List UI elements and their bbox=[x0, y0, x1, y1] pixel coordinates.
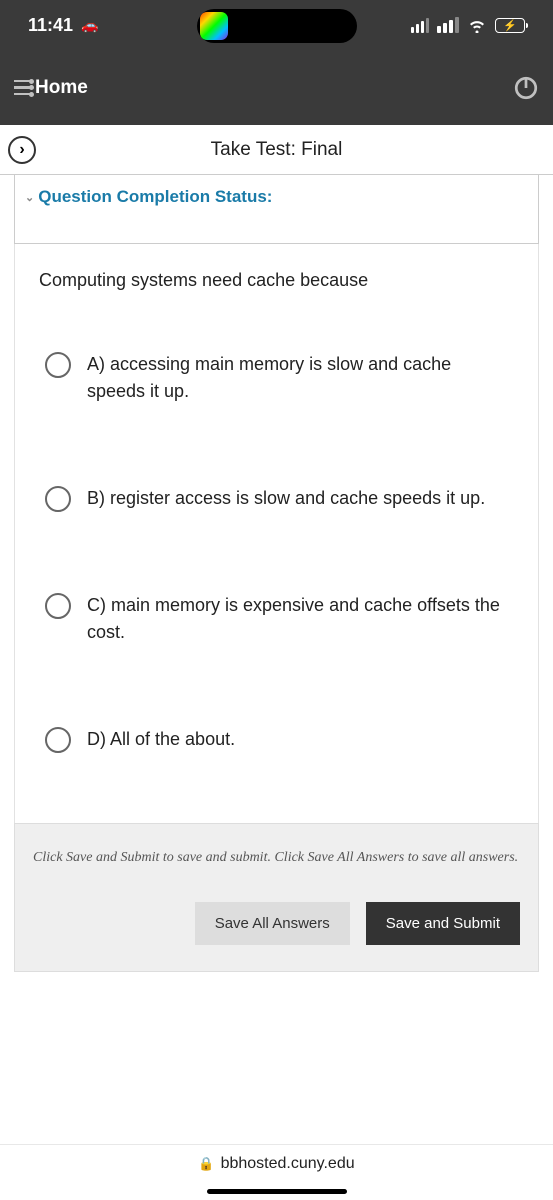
question-area: Computing systems need cache because A) … bbox=[14, 244, 539, 823]
clock-time: 11:41 bbox=[28, 15, 73, 36]
browser-bar: 🔒 bbhosted.cuny.edu bbox=[0, 1144, 553, 1200]
app-nav-bar: Home bbox=[0, 50, 553, 125]
radio-b[interactable] bbox=[45, 486, 71, 512]
option-d-text: D) All of the about. bbox=[87, 726, 235, 753]
option-a[interactable]: A) accessing main memory is slow and cac… bbox=[39, 351, 514, 405]
radio-c[interactable] bbox=[45, 593, 71, 619]
status-right: ⚡ bbox=[411, 17, 525, 33]
save-all-button[interactable]: Save All Answers bbox=[195, 902, 350, 945]
submit-area: Click Save and Submit to save and submit… bbox=[14, 823, 539, 972]
option-c-text: C) main memory is expensive and cache of… bbox=[87, 592, 514, 646]
status-bar: 11:41 🚗 ⚡ bbox=[0, 0, 553, 50]
completion-status-toggle[interactable]: ⌄ Question Completion Status: bbox=[25, 187, 528, 207]
submit-hint: Click Save and Submit to save and submit… bbox=[33, 846, 520, 870]
option-a-text: A) accessing main memory is slow and cac… bbox=[87, 351, 514, 405]
cellular-signal-icon bbox=[437, 17, 459, 33]
completion-status-section: ⌄ Question Completion Status: bbox=[14, 175, 539, 244]
home-link[interactable]: Home bbox=[14, 77, 88, 99]
lock-icon: 🔒 bbox=[198, 1156, 214, 1172]
url-text: bbhosted.cuny.edu bbox=[221, 1155, 355, 1173]
secondary-signal-icon bbox=[411, 18, 429, 33]
option-b-text: B) register access is slow and cache spe… bbox=[87, 485, 485, 512]
url-bar[interactable]: 🔒 bbhosted.cuny.edu bbox=[198, 1155, 354, 1173]
page-title: Take Test: Final bbox=[211, 139, 343, 161]
home-label: Home bbox=[35, 77, 88, 99]
expand-button[interactable]: › bbox=[8, 136, 36, 164]
option-b[interactable]: B) register access is slow and cache spe… bbox=[39, 485, 514, 512]
wifi-icon bbox=[467, 18, 487, 33]
question-text: Computing systems need cache because bbox=[39, 270, 514, 291]
title-bar: › Take Test: Final bbox=[0, 125, 553, 175]
island-app-icon bbox=[200, 12, 228, 40]
status-left: 11:41 🚗 bbox=[28, 15, 98, 36]
chevron-right-icon: › bbox=[19, 141, 24, 159]
completion-status-label: Question Completion Status: bbox=[38, 187, 272, 207]
option-d[interactable]: D) All of the about. bbox=[39, 726, 514, 753]
power-icon[interactable] bbox=[513, 75, 539, 101]
radio-a[interactable] bbox=[45, 352, 71, 378]
save-submit-button[interactable]: Save and Submit bbox=[366, 902, 520, 945]
battery-icon: ⚡ bbox=[495, 18, 525, 33]
option-c[interactable]: C) main memory is expensive and cache of… bbox=[39, 592, 514, 646]
menu-icon bbox=[14, 80, 31, 96]
carplay-icon: 🚗 bbox=[81, 17, 98, 34]
button-row: Save All Answers Save and Submit bbox=[33, 902, 520, 945]
radio-d[interactable] bbox=[45, 727, 71, 753]
dynamic-island[interactable] bbox=[197, 9, 357, 43]
chevron-down-icon: ⌄ bbox=[25, 191, 34, 204]
home-indicator[interactable] bbox=[207, 1189, 347, 1194]
